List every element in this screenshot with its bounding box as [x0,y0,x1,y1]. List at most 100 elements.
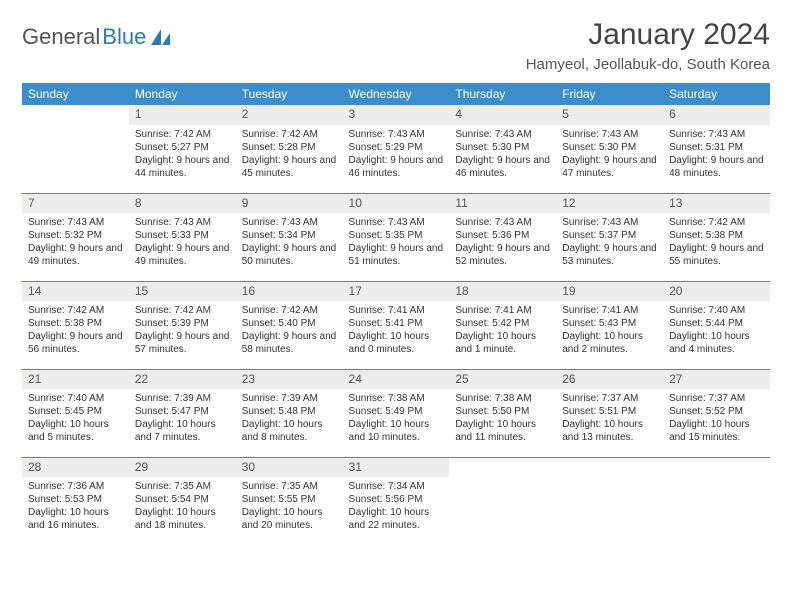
day-number: 31 [343,458,450,478]
calendar-day-cell: 27Sunrise: 7:37 AMSunset: 5:52 PMDayligh… [663,369,770,457]
sunrise-line: Sunrise: 7:42 AM [242,128,337,141]
daylight-line: Daylight: 9 hours and 56 minutes. [28,330,123,356]
sunset-line: Sunset: 5:40 PM [242,317,337,330]
day-body: Sunrise: 7:43 AMSunset: 5:33 PMDaylight:… [129,213,236,272]
calendar-table: SundayMondayTuesdayWednesdayThursdayFrid… [22,83,770,545]
day-number: 2 [236,105,343,125]
sunset-line: Sunset: 5:49 PM [349,405,444,418]
calendar-day-cell: 6Sunrise: 7:43 AMSunset: 5:31 PMDaylight… [663,105,770,193]
calendar-day-cell: 1Sunrise: 7:42 AMSunset: 5:27 PMDaylight… [129,105,236,193]
sunrise-line: Sunrise: 7:42 AM [242,304,337,317]
day-body: Sunrise: 7:43 AMSunset: 5:30 PMDaylight:… [449,125,556,184]
day-body: Sunrise: 7:42 AMSunset: 5:40 PMDaylight:… [236,301,343,360]
sunrise-line: Sunrise: 7:39 AM [242,392,337,405]
day-number: 19 [556,282,663,302]
day-number: 25 [449,370,556,390]
day-number: 23 [236,370,343,390]
sunrise-line: Sunrise: 7:43 AM [455,216,550,229]
sunset-line: Sunset: 5:28 PM [242,141,337,154]
calendar-day-cell: 15Sunrise: 7:42 AMSunset: 5:39 PMDayligh… [129,281,236,369]
sunset-line: Sunset: 5:48 PM [242,405,337,418]
day-body: Sunrise: 7:43 AMSunset: 5:34 PMDaylight:… [236,213,343,272]
sunset-line: Sunset: 5:34 PM [242,229,337,242]
daylight-line: Daylight: 9 hours and 46 minutes. [349,154,444,180]
daylight-line: Daylight: 9 hours and 52 minutes. [455,242,550,268]
calendar-day-cell [22,105,129,193]
sunset-line: Sunset: 5:50 PM [455,405,550,418]
sunrise-line: Sunrise: 7:39 AM [135,392,230,405]
day-number: 15 [129,282,236,302]
day-number: 18 [449,282,556,302]
daylight-line: Daylight: 10 hours and 5 minutes. [28,418,123,444]
daylight-line: Daylight: 10 hours and 15 minutes. [669,418,764,444]
day-number: 3 [343,105,450,125]
title-block: January 2024 Hamyeol, Jeollabuk-do, Sout… [526,18,770,73]
calendar-day-cell: 12Sunrise: 7:43 AMSunset: 5:37 PMDayligh… [556,193,663,281]
weekday-header: Friday [556,83,663,105]
day-number: 4 [449,105,556,125]
calendar-day-cell [663,457,770,545]
day-body: Sunrise: 7:43 AMSunset: 5:30 PMDaylight:… [556,125,663,184]
calendar-day-cell: 25Sunrise: 7:38 AMSunset: 5:50 PMDayligh… [449,369,556,457]
daylight-line: Daylight: 9 hours and 48 minutes. [669,154,764,180]
weekday-header: Monday [129,83,236,105]
sunrise-line: Sunrise: 7:41 AM [349,304,444,317]
sunset-line: Sunset: 5:30 PM [455,141,550,154]
calendar-day-cell: 10Sunrise: 7:43 AMSunset: 5:35 PMDayligh… [343,193,450,281]
calendar-day-cell: 4Sunrise: 7:43 AMSunset: 5:30 PMDaylight… [449,105,556,193]
sunrise-line: Sunrise: 7:36 AM [28,480,123,493]
sunset-line: Sunset: 5:51 PM [562,405,657,418]
calendar-day-cell: 8Sunrise: 7:43 AMSunset: 5:33 PMDaylight… [129,193,236,281]
sunset-line: Sunset: 5:53 PM [28,493,123,506]
daylight-line: Daylight: 10 hours and 0 minutes. [349,330,444,356]
sunrise-line: Sunrise: 7:42 AM [28,304,123,317]
sunrise-line: Sunrise: 7:43 AM [242,216,337,229]
sunset-line: Sunset: 5:31 PM [669,141,764,154]
day-body: Sunrise: 7:43 AMSunset: 5:32 PMDaylight:… [22,213,129,272]
day-body: Sunrise: 7:40 AMSunset: 5:45 PMDaylight:… [22,389,129,448]
sunset-line: Sunset: 5:54 PM [135,493,230,506]
day-body: Sunrise: 7:42 AMSunset: 5:38 PMDaylight:… [22,301,129,360]
daylight-line: Daylight: 10 hours and 18 minutes. [135,506,230,532]
sunrise-line: Sunrise: 7:41 AM [562,304,657,317]
weekday-header: Saturday [663,83,770,105]
sunrise-line: Sunrise: 7:43 AM [349,128,444,141]
calendar-day-cell: 19Sunrise: 7:41 AMSunset: 5:43 PMDayligh… [556,281,663,369]
sunrise-line: Sunrise: 7:37 AM [669,392,764,405]
daylight-line: Daylight: 10 hours and 7 minutes. [135,418,230,444]
calendar-day-cell: 5Sunrise: 7:43 AMSunset: 5:30 PMDaylight… [556,105,663,193]
daylight-line: Daylight: 9 hours and 50 minutes. [242,242,337,268]
calendar-day-cell: 20Sunrise: 7:40 AMSunset: 5:44 PMDayligh… [663,281,770,369]
calendar-week-row: 7Sunrise: 7:43 AMSunset: 5:32 PMDaylight… [22,193,770,281]
calendar-day-cell [449,457,556,545]
sunset-line: Sunset: 5:43 PM [562,317,657,330]
calendar-week-row: 14Sunrise: 7:42 AMSunset: 5:38 PMDayligh… [22,281,770,369]
daylight-line: Daylight: 9 hours and 57 minutes. [135,330,230,356]
day-body: Sunrise: 7:42 AMSunset: 5:38 PMDaylight:… [663,213,770,272]
daylight-line: Daylight: 9 hours and 45 minutes. [242,154,337,180]
sunset-line: Sunset: 5:44 PM [669,317,764,330]
daylight-line: Daylight: 10 hours and 4 minutes. [669,330,764,356]
calendar-day-cell: 31Sunrise: 7:34 AMSunset: 5:56 PMDayligh… [343,457,450,545]
calendar-day-cell: 14Sunrise: 7:42 AMSunset: 5:38 PMDayligh… [22,281,129,369]
day-body: Sunrise: 7:34 AMSunset: 5:56 PMDaylight:… [343,477,450,536]
daylight-line: Daylight: 10 hours and 13 minutes. [562,418,657,444]
sunset-line: Sunset: 5:32 PM [28,229,123,242]
calendar-day-cell: 29Sunrise: 7:35 AMSunset: 5:54 PMDayligh… [129,457,236,545]
sunset-line: Sunset: 5:55 PM [242,493,337,506]
calendar-day-cell: 13Sunrise: 7:42 AMSunset: 5:38 PMDayligh… [663,193,770,281]
sunset-line: Sunset: 5:42 PM [455,317,550,330]
day-number: 24 [343,370,450,390]
day-number: 6 [663,105,770,125]
day-number: 13 [663,194,770,214]
calendar-day-cell: 28Sunrise: 7:36 AMSunset: 5:53 PMDayligh… [22,457,129,545]
calendar-week-row: 21Sunrise: 7:40 AMSunset: 5:45 PMDayligh… [22,369,770,457]
day-body: Sunrise: 7:40 AMSunset: 5:44 PMDaylight:… [663,301,770,360]
day-body: Sunrise: 7:39 AMSunset: 5:48 PMDaylight:… [236,389,343,448]
sunrise-line: Sunrise: 7:43 AM [562,128,657,141]
calendar-day-cell: 24Sunrise: 7:38 AMSunset: 5:49 PMDayligh… [343,369,450,457]
logo-text-1: General [22,24,100,50]
day-number: 29 [129,458,236,478]
daylight-line: Daylight: 9 hours and 44 minutes. [135,154,230,180]
sunrise-line: Sunrise: 7:43 AM [349,216,444,229]
